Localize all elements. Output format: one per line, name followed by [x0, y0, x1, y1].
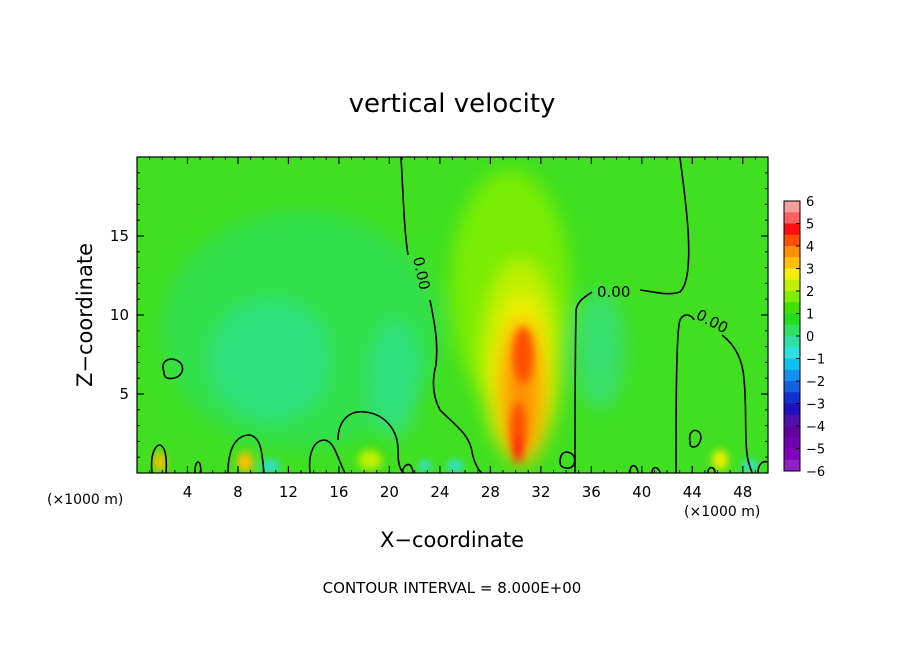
y-tick-label: 10 [110, 306, 129, 324]
colorbar-tick-label: −4 [806, 420, 825, 435]
colorbar-tick-label: 5 [806, 218, 814, 233]
contour-interval-note: CONTOUR INTERVAL = 8.000E+00 [323, 579, 582, 597]
x-tick-label: 20 [380, 483, 399, 501]
colorbar-swatch [784, 381, 800, 393]
y-axis-ticks: 5 10 15 [110, 172, 768, 458]
colorbar-tick-label: −6 [806, 465, 825, 480]
chart-title: vertical velocity [349, 89, 556, 119]
colorbar-tick-label: 2 [806, 285, 814, 300]
colorbar-swatch [784, 336, 800, 348]
x-tick-label: 16 [329, 483, 348, 501]
colorbar-swatch [784, 313, 800, 326]
x-tick-label: 44 [683, 483, 702, 501]
colorbar-swatch [784, 448, 800, 461]
colorbar-tick-label: −5 [806, 443, 825, 458]
colorbar-swatch [784, 426, 800, 438]
x-tick-label: 24 [430, 483, 449, 501]
x-axis-ticks: 4 8 12 16 20 24 28 32 36 40 44 48 [149, 157, 756, 501]
y-axis-label: Z−coordinate [73, 243, 97, 387]
x-tick-label: 4 [183, 483, 193, 501]
x-tick-label: 48 [733, 483, 752, 501]
x-axis-label: X−coordinate [380, 528, 524, 552]
colorbar-tick-label: −2 [806, 375, 825, 390]
colorbar: 6 5 4 3 2 1 0 −1 −2 −3 −4 −5 −6 [783, 195, 825, 480]
colorbar-tick-label: 6 [806, 195, 814, 210]
y-tick-label: 15 [110, 227, 129, 245]
x-tick-label: 28 [481, 483, 500, 501]
x-unit-left: (×1000 m) [47, 492, 123, 508]
colorbar-swatch [784, 223, 800, 236]
velocity-field: 0.00 0.00 0.00 [137, 157, 768, 473]
colorbar-swatch [784, 302, 800, 314]
colorbar-swatch [784, 392, 800, 404]
colorbar-swatch [784, 369, 800, 382]
colorbar-swatch [784, 257, 800, 269]
x-tick-label: 12 [279, 483, 298, 501]
colorbar-swatch [784, 234, 800, 247]
contour-label: 0.00 [597, 283, 630, 301]
x-tick-label: 32 [531, 483, 550, 501]
colorbar-swatch [784, 268, 800, 281]
zero-contours [150, 157, 768, 473]
colorbar-swatch [784, 358, 800, 371]
colorbar-swatch [784, 403, 800, 416]
x-unit-right: (×1000 m) [684, 504, 760, 520]
y-tick-label: 5 [119, 385, 129, 403]
colorbar-swatch [784, 291, 800, 303]
x-tick-label: 8 [233, 483, 243, 501]
colorbar-swatch [784, 347, 800, 359]
colorbar-tick-label: 0 [806, 330, 814, 345]
colorbar-swatch [784, 437, 800, 449]
colorbar-swatch [784, 246, 800, 258]
colorbar-swatch [784, 324, 800, 337]
colorbar-tick-label: 3 [806, 263, 814, 278]
colorbar-swatch [784, 201, 800, 213]
colorbar-swatch [784, 459, 800, 472]
colorbar-swatch [784, 414, 800, 427]
colorbar-swatch [784, 279, 800, 292]
colorbar-tick-label: −3 [806, 398, 825, 413]
colorbar-tick-label: 1 [806, 308, 814, 323]
x-tick-label: 40 [632, 483, 651, 501]
x-tick-label: 36 [582, 483, 601, 501]
colorbar-tick-label: −1 [806, 353, 825, 368]
colorbar-swatch [784, 212, 800, 224]
colorbar-tick-label: 4 [806, 240, 814, 255]
